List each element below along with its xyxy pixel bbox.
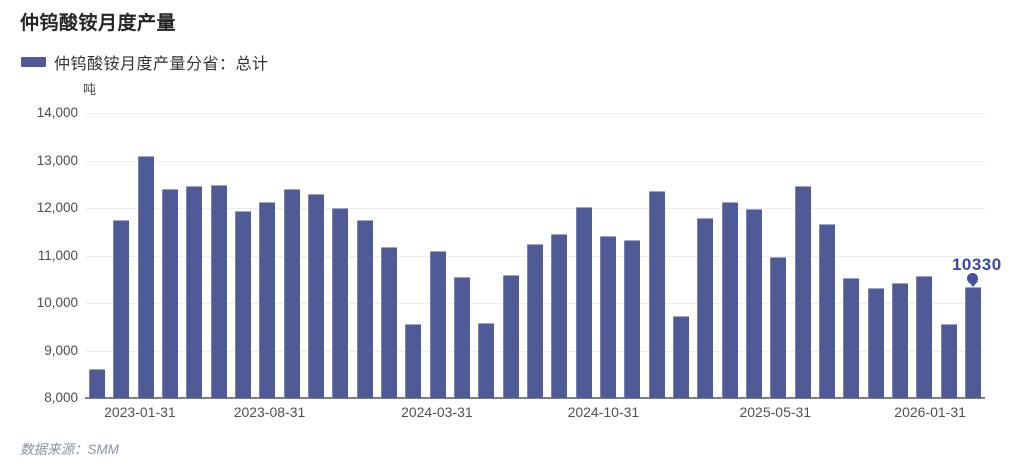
bar[interactable] — [818, 223, 835, 398]
x-axis-tick-label: 2026-01-31 — [894, 404, 966, 420]
bar[interactable] — [599, 235, 616, 398]
bar[interactable] — [429, 251, 446, 398]
y-axis-tick-label: 10,000 — [36, 295, 78, 310]
bar[interactable] — [454, 276, 471, 398]
bar[interactable] — [502, 274, 519, 398]
bar[interactable] — [527, 243, 543, 398]
legend-swatch-icon — [21, 57, 46, 67]
bar[interactable] — [794, 185, 811, 398]
plot-area: 2023-01-31 2023-08-31 2024-03-31 2024-10-31… — [85, 113, 1001, 420]
x-axis-tick-label: 2023-01-31 — [104, 404, 176, 420]
x-axis-tick-label: 2024-03-31 — [401, 404, 473, 420]
bar[interactable] — [356, 220, 373, 398]
highlight-value-label: 10330 — [951, 255, 1002, 275]
y-axis-tick-label: 9,000 — [44, 342, 78, 358]
bar[interactable] — [283, 189, 300, 398]
gridline — [85, 113, 985, 114]
x-axis-tick-label: 2024-10-31 — [567, 404, 640, 420]
bar[interactable] — [235, 211, 252, 398]
bar[interactable] — [162, 189, 179, 398]
bar[interactable] — [721, 202, 738, 398]
bar[interactable] — [575, 207, 592, 398]
bar[interactable] — [308, 193, 325, 398]
bar[interactable] — [259, 202, 276, 398]
y-axis-tick-label: 11,000 — [37, 247, 78, 263]
bar[interactable] — [186, 185, 203, 398]
bar[interactable] — [916, 275, 933, 398]
bar[interactable] — [332, 208, 349, 398]
highlight-pin-tip-icon — [967, 281, 978, 288]
bar[interactable] — [648, 191, 665, 398]
bar[interactable] — [891, 283, 908, 398]
bar[interactable] — [843, 277, 860, 398]
bar[interactable] — [113, 219, 130, 398]
bar[interactable] — [770, 257, 787, 398]
bar[interactable] — [745, 209, 762, 398]
x-axis-tick-label: 2023-08-31 — [233, 404, 306, 420]
y-axis-tick-label: 8,000 — [44, 390, 78, 405]
highlight-pin-icon — [967, 273, 979, 285]
data-source-label: 数据来源：SMM — [20, 442, 119, 457]
bar[interactable] — [624, 240, 641, 398]
bar[interactable] — [551, 234, 568, 398]
legend-item[interactable]: 仲钨酸铵月度产量分省：总计 — [21, 50, 269, 74]
bar[interactable] — [867, 287, 884, 398]
y-axis-tick-label: 14,000 — [36, 105, 78, 120]
bar[interactable] — [210, 184, 227, 398]
bar[interactable] — [89, 368, 106, 398]
bar[interactable] — [940, 323, 957, 398]
gridline — [85, 161, 985, 162]
bar[interactable] — [381, 246, 398, 398]
x-axis-line — [85, 397, 985, 399]
x-axis-tick-label: 2025-05-31 — [739, 404, 812, 420]
bar[interactable] — [672, 315, 689, 398]
chart-title: 仲钨酸铵月度产量 — [20, 13, 177, 34]
bar[interactable] — [405, 324, 422, 398]
legend-label: 仲钨酸铵月度产量分省：总计 — [54, 56, 269, 73]
y-axis-tick-label: 12,000 — [36, 200, 78, 215]
y-axis-unit-label: 吨 — [83, 82, 97, 97]
bar[interactable] — [137, 155, 154, 398]
bar[interactable] — [478, 322, 495, 398]
y-axis-tick-label: 13,000 — [36, 152, 78, 168]
bar[interactable] — [697, 217, 714, 398]
bar[interactable] — [964, 287, 981, 398]
gridline — [85, 208, 985, 209]
